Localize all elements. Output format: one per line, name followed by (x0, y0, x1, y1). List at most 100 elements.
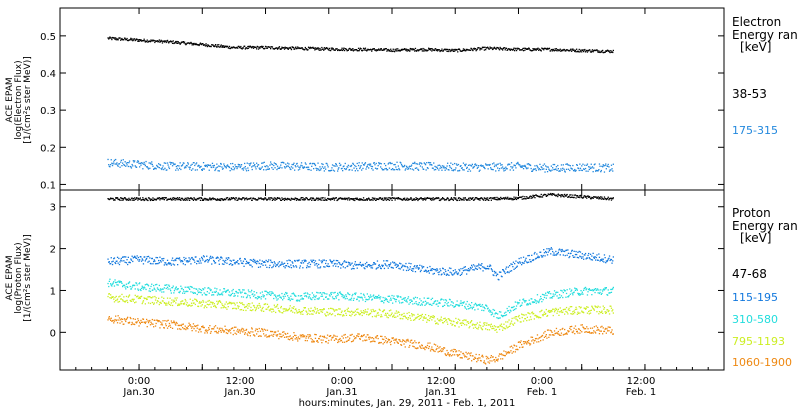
proton-series-1-point (344, 267, 346, 269)
electron-series-1-point (126, 164, 128, 166)
electron-series-1-point (192, 168, 194, 170)
proton-series-0-point (458, 197, 460, 199)
proton-series-0-point (233, 198, 236, 200)
proton-series-3-point (225, 307, 227, 309)
proton-series-2-point (509, 309, 511, 311)
proton-series-3-point (454, 325, 456, 327)
proton-series-0-point (214, 198, 217, 201)
proton-series-0-point (286, 199, 288, 201)
electron-series-1-point (283, 166, 286, 168)
proton-series-2-point (230, 294, 232, 297)
electron-series-0-point (190, 41, 192, 44)
proton-series-2-point (385, 298, 387, 300)
proton-series-3-point (146, 298, 148, 300)
proton-series-3-point (271, 311, 273, 313)
proton-series-3-point (326, 311, 328, 313)
proton-series-1-point (278, 266, 280, 268)
proton-series-1-point (166, 259, 169, 261)
electron-series-1-point (349, 165, 351, 167)
proton-series-3-point (420, 314, 422, 316)
proton-series-0-point (121, 199, 123, 201)
proton-series-0-point (396, 197, 398, 199)
proton-series-1-point (158, 262, 160, 264)
proton-series-1-point (364, 268, 366, 270)
proton-series-1-point (226, 262, 228, 264)
proton-series-2-point (123, 284, 126, 286)
electron-series-1-point (208, 169, 210, 171)
proton-series-1-point (373, 262, 375, 264)
electron-series-0-point (144, 40, 146, 42)
proton-series-0-point (321, 199, 323, 201)
proton-series-2-point (607, 289, 609, 291)
proton-series-0-point (397, 197, 399, 199)
proton-series-0-point (485, 197, 487, 199)
electron-series-1-point (334, 165, 336, 167)
electron-series-1-point (112, 163, 114, 165)
proton-series-2-point (537, 301, 539, 303)
proton-series-4-point (132, 323, 134, 325)
proton-series-0-point (125, 199, 128, 201)
electron-series-0-point (485, 49, 487, 51)
proton-series-1-point (198, 262, 200, 264)
electron-series-1-point (288, 166, 291, 169)
electron-series-0-point (158, 40, 160, 42)
proton-series-2-point (546, 291, 549, 293)
proton-series-4-point (129, 316, 131, 319)
proton-series-0-point (612, 197, 614, 199)
proton-series-0-point (404, 199, 406, 201)
proton-series-1-point (302, 267, 304, 269)
proton-series-3-point (517, 316, 520, 318)
proton-series-1-point (330, 260, 332, 262)
proton-series-1-point (597, 259, 599, 261)
electron-series-0-point (360, 48, 362, 50)
proton-series-2-point (426, 302, 428, 304)
proton-series-1-point (304, 259, 306, 261)
proton-series-3-point (333, 310, 336, 312)
electron-series-1-point (605, 168, 607, 170)
electron-series-0-point (524, 49, 526, 51)
proton-series-2-point (428, 297, 430, 299)
electron-series-1-point (418, 163, 420, 165)
electron-series-1-point (138, 162, 140, 165)
electron-series-0-point (202, 43, 204, 45)
proton-series-3-point (589, 312, 592, 314)
proton-series-1-point (445, 270, 447, 273)
proton-series-0-point (171, 199, 173, 201)
proton-series-0-point (354, 199, 356, 202)
proton-series-1-point (599, 260, 601, 262)
proton-series-3-point (591, 305, 593, 307)
electron-series-1-point (431, 167, 434, 169)
proton-series-0-point (560, 194, 563, 196)
proton-series-3-point (201, 304, 203, 306)
proton-series-0-point (160, 197, 162, 199)
proton-series-2-point (145, 288, 147, 291)
proton-series-3-point (379, 309, 381, 311)
proton-series-3-point (282, 312, 284, 314)
electron-series-1-point (243, 167, 245, 169)
proton-series-3-point (466, 324, 468, 326)
proton-series-2-point (245, 297, 248, 299)
electron-series-1-point (285, 166, 288, 168)
proton-series-1-point (129, 262, 131, 264)
proton-series-1-point (377, 266, 379, 269)
proton-series-2-point (342, 297, 344, 299)
proton-series-3-point (546, 315, 548, 317)
proton-series-2-point (316, 298, 318, 300)
proton-series-4-point (156, 319, 158, 321)
electron-series-0-point (588, 50, 590, 52)
electron-series-1-point (507, 164, 509, 166)
proton-series-3-point (404, 315, 406, 317)
electron-series-0-point (121, 37, 123, 40)
electron-series-1-point (431, 164, 433, 166)
electron-series-1-point (578, 169, 580, 172)
proton-series-3-point (585, 307, 587, 310)
electron-series-1-point (417, 168, 419, 170)
proton-series-1-point (192, 258, 195, 260)
electron-series-1-point (166, 162, 169, 164)
proton-series-3-point (274, 306, 276, 308)
electron-series-1-point (230, 167, 232, 170)
proton-series-0-point (356, 198, 358, 200)
proton-series-1-point (443, 273, 446, 275)
electron-series-0-point (449, 50, 451, 53)
electron-series-1-point (463, 169, 465, 171)
